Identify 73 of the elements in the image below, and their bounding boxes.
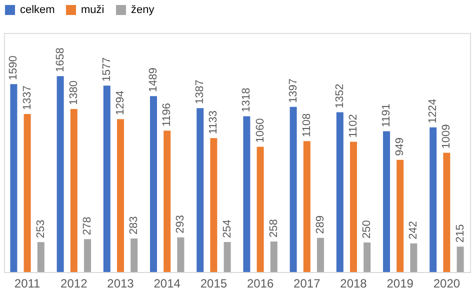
data-label: 258	[268, 219, 280, 238]
bar	[210, 138, 218, 272]
bar	[350, 142, 357, 272]
x-tick-label: 2020	[433, 276, 460, 290]
bar	[224, 242, 231, 272]
data-label: 1352	[334, 84, 346, 108]
bar	[177, 237, 184, 272]
bar	[303, 141, 310, 272]
data-label: 1191	[380, 104, 393, 128]
data-label: 1108	[300, 113, 313, 138]
data-label: 293	[174, 215, 187, 234]
legend-label: celkem	[20, 4, 55, 16]
data-label: 278	[81, 216, 94, 236]
data-label: 1196	[161, 103, 174, 127]
data-label: 1577	[100, 57, 113, 82]
x-tick-label: 2011	[14, 276, 41, 290]
data-label: 283	[128, 216, 140, 235]
data-label: 1489	[148, 68, 160, 92]
bar	[130, 238, 138, 272]
bar	[24, 114, 31, 272]
bar	[164, 130, 171, 272]
data-label: 1397	[287, 78, 300, 103]
bar	[316, 238, 324, 272]
data-label: 289	[314, 215, 326, 234]
bar	[270, 242, 278, 272]
x-tick-label: 2018	[340, 276, 368, 290]
legend-label: ženy	[131, 4, 155, 16]
x-tick-label: 2019	[386, 276, 414, 290]
data-label: 242	[408, 221, 420, 240]
bar	[84, 239, 91, 272]
data-label: 253	[34, 220, 47, 238]
data-label: 1387	[194, 80, 206, 104]
bar	[383, 131, 390, 272]
bar	[56, 76, 64, 272]
legend-label: muži	[81, 4, 104, 16]
data-label: 1009	[440, 124, 453, 149]
data-label: 1224	[427, 98, 440, 124]
bar	[150, 96, 158, 272]
bar	[243, 116, 250, 272]
data-label: 1133	[208, 110, 220, 134]
data-label: 1590	[8, 56, 20, 80]
data-label: 254	[221, 220, 234, 238]
x-tick-label: 2013	[107, 276, 134, 290]
bar	[37, 242, 44, 272]
x-tick-label: 2016	[246, 276, 274, 290]
bar	[410, 243, 418, 272]
bar	[364, 242, 371, 272]
x-tick-label: 2012	[60, 276, 88, 290]
bar	[117, 119, 124, 272]
data-label: 949	[394, 138, 406, 156]
data-label: 1658	[54, 48, 66, 72]
data-label: 1060	[254, 118, 266, 143]
data-label: 1294	[114, 90, 126, 116]
data-label: 250	[361, 220, 374, 238]
data-label: 1318	[240, 88, 253, 112]
bar	[70, 108, 78, 272]
data-label: 215	[454, 224, 466, 243]
bar	[443, 152, 450, 272]
data-label: 1337	[21, 86, 34, 110]
bar	[336, 112, 344, 272]
bar	[103, 86, 110, 272]
bar	[196, 108, 204, 272]
bar	[396, 160, 404, 272]
data-label: 1102	[348, 114, 360, 138]
bar	[256, 146, 264, 272]
bar	[430, 127, 437, 272]
x-tick-label: 2014	[154, 276, 181, 290]
bar	[290, 106, 297, 272]
bar	[456, 246, 464, 272]
data-label: 1380	[68, 80, 80, 105]
x-tick-label: 2015	[200, 276, 228, 290]
x-tick-label: 2017	[294, 276, 321, 290]
bar	[10, 84, 18, 272]
